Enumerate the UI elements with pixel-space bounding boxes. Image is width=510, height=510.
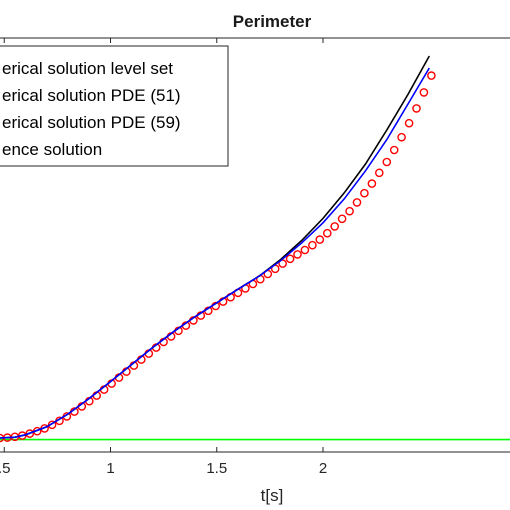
data-point [337,214,347,224]
data-point [382,157,392,167]
x-ticks: .5 1 1.5 2 [0,38,327,477]
data-point [374,168,384,178]
data-point [397,132,406,142]
data-point [412,104,421,113]
x-tick-label: 1.5 [206,460,227,477]
legend: erical solution level set erical solution… [0,45,229,167]
data-point [47,420,57,430]
data-point [330,222,340,231]
data-point [404,118,414,128]
x-axis-label: t[s] [261,486,284,505]
data-point [300,245,310,255]
data-point [293,250,302,259]
series-2 [0,67,430,439]
data-point [352,198,362,207]
x-tick-label: 2 [319,460,327,477]
series-line [0,67,430,439]
data-point [367,179,377,188]
data-point [419,88,429,97]
data-point [345,206,354,216]
series-layer [0,55,510,443]
data-point [360,188,369,198]
data-point [285,254,295,264]
legend-box [0,45,229,167]
legend-entry-4: ence solution [2,140,102,159]
plot-area: .5 1 1.5 2 [0,37,510,477]
x-tick-label: 1 [106,460,114,477]
data-point [25,429,35,438]
legend-entry-3: erical solution PDE (59) [2,113,181,132]
data-point [322,228,332,238]
legend-entry-2: erical solution PDE (51) [2,86,181,105]
data-point [308,240,317,250]
chart-title: Perimeter [233,12,312,31]
x-tick-label: .5 [0,460,11,477]
legend-entry-1: erical solution level set [2,59,173,78]
data-point [315,235,325,244]
data-point [427,71,436,80]
data-point [389,145,399,155]
